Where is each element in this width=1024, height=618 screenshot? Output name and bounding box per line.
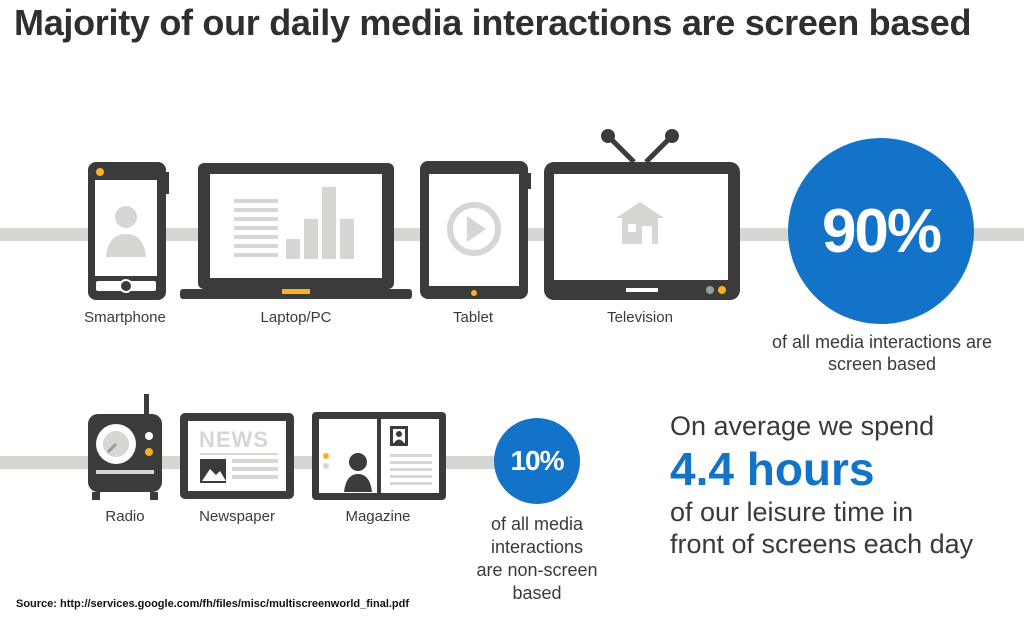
screen-percentage-value: 90% — [821, 196, 942, 266]
device-label-newspaper: Newspaper — [199, 508, 275, 525]
leisure-hours: 4.4 hours — [670, 443, 875, 495]
screen-percentage-caption: of all media interactions are screen bas… — [748, 331, 1016, 375]
newspaper-masthead: NEWS — [199, 427, 269, 452]
radio-icon — [88, 394, 162, 500]
device-label-radio: Radio — [105, 508, 145, 525]
leisure-line-2: of our leisure time in — [670, 497, 914, 527]
screen-caption-line-2: screen based — [827, 354, 937, 374]
non-screen-percentage-badge: 10% — [494, 418, 580, 504]
non-screen-caption-line-2: interactions — [490, 537, 584, 557]
non-screen-percentage-caption: of all media interactions are non-screen… — [454, 513, 620, 605]
television-icon — [544, 129, 740, 300]
non-screen-caption-line-3: are non-screen — [476, 560, 598, 580]
device-label-laptop: Laptop/PC — [260, 309, 332, 326]
leisure-line-1: On average we spend — [670, 411, 935, 441]
non-screen-percentage-value: 10% — [510, 445, 564, 476]
device-label-magazine: Magazine — [345, 508, 411, 525]
screen-rail-right — [960, 228, 1024, 241]
device-label-television: Television — [607, 309, 673, 326]
leisure-line-3: front of screens each day — [670, 529, 974, 559]
non-screen-caption-line-1: of all media — [490, 514, 584, 534]
leisure-stat: On average we spend 4.4 hours of our lei… — [670, 410, 1020, 560]
device-label-tablet: Tablet — [452, 309, 494, 326]
non-screen-caption-line-4: based — [512, 583, 562, 603]
screen-percentage-badge: 90% — [788, 138, 974, 324]
smartphone-icon — [88, 162, 169, 300]
page-title: Majority of our daily media interactions… — [14, 2, 972, 43]
magazine-icon — [312, 412, 446, 500]
source-citation: Source: http://services.google.com/fh/fi… — [16, 598, 410, 610]
device-label-smartphone: Smartphone — [84, 309, 166, 326]
newspaper-icon — [180, 413, 294, 499]
screen-caption-line-1: of all media interactions are — [771, 332, 993, 352]
tablet-icon — [420, 161, 531, 299]
laptop-icon — [180, 163, 412, 299]
